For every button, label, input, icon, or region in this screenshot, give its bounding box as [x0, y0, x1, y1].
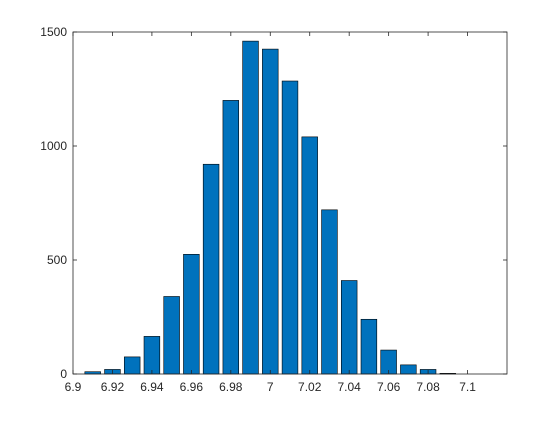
x-tick-label: 7.04	[338, 380, 362, 394]
y-tick-label: 1500	[40, 25, 67, 39]
y-tick-label: 1000	[40, 139, 67, 153]
x-tick-label: 6.9	[65, 380, 82, 394]
ticks-layer: 6.9 6.92 6.94 6.96 6.98 7 7.02 7.04 7.06 7.08 7.1 0…	[40, 25, 507, 394]
histogram-bar	[262, 48, 279, 375]
histogram-bar	[340, 280, 358, 375]
histogram-bar	[281, 80, 299, 375]
x-tick-label: 7.08	[416, 380, 440, 394]
histogram-bar	[400, 364, 417, 375]
axes-layer	[72, 31, 508, 375]
y-tick-label: 0	[60, 367, 67, 381]
histogram-bar	[202, 163, 220, 375]
histogram-bar	[163, 296, 180, 375]
x-tick-label: 7	[267, 380, 274, 394]
x-tick-label: 7.06	[377, 380, 401, 394]
x-tick-label: 6.98	[219, 380, 243, 394]
histogram-bar	[123, 356, 141, 375]
histogram-bar	[143, 336, 161, 375]
x-tick-label: 6.92	[101, 380, 125, 394]
histogram-bar	[222, 100, 240, 375]
histogram-bar	[301, 136, 318, 375]
x-tick-label: 6.94	[140, 380, 164, 394]
x-tick-label: 6.96	[180, 380, 204, 394]
histogram-bar	[183, 254, 200, 375]
histogram-bar	[360, 318, 378, 375]
bars-layer	[84, 40, 457, 375]
x-tick-label: 7.1	[459, 380, 476, 394]
histogram-bar	[321, 209, 338, 375]
axes-box	[72, 31, 508, 375]
histogram-bar	[242, 40, 259, 375]
y-tick-label: 500	[47, 253, 67, 267]
x-tick-label: 7.02	[298, 380, 322, 394]
